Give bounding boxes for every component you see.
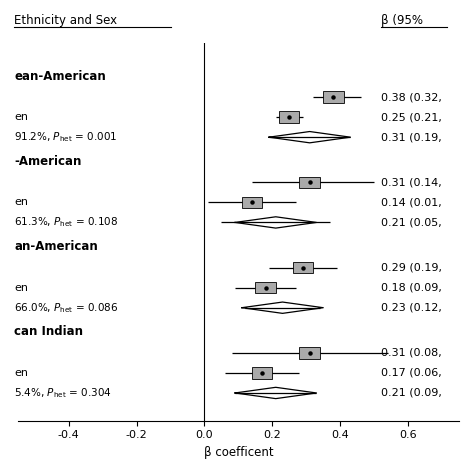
Text: 91.2%, $P_{\mathrm{het}}$ = 0.001: 91.2%, $P_{\mathrm{het}}$ = 0.001 [14, 130, 118, 144]
Text: 0.21 (0.05,: 0.21 (0.05, [381, 218, 442, 228]
Text: 0.31 (0.08,: 0.31 (0.08, [381, 348, 442, 358]
Text: en: en [14, 368, 28, 378]
Text: 0.18 (0.09,: 0.18 (0.09, [381, 283, 442, 292]
Text: 0.23 (0.12,: 0.23 (0.12, [381, 303, 442, 313]
Text: -American: -American [14, 155, 82, 168]
Text: 0.25 (0.21,: 0.25 (0.21, [381, 112, 442, 122]
Text: 0.38 (0.32,: 0.38 (0.32, [381, 92, 442, 102]
Bar [323, 91, 344, 103]
Text: 0.31 (0.14,: 0.31 (0.14, [381, 177, 442, 187]
Text: Ethnicity and Sex: Ethnicity and Sex [14, 15, 118, 27]
Text: 0.14 (0.01,: 0.14 (0.01, [381, 197, 442, 208]
Text: 0.17 (0.06,: 0.17 (0.06, [381, 368, 442, 378]
Bar [252, 367, 273, 379]
Text: can Indian: can Indian [14, 325, 83, 338]
Text: β (95%: β (95% [381, 15, 423, 27]
Text: en: en [14, 112, 28, 122]
Text: en: en [14, 283, 28, 292]
Text: 0.29 (0.19,: 0.29 (0.19, [381, 263, 442, 273]
Text: 61.3%, $P_{\mathrm{het}}$ = 0.108: 61.3%, $P_{\mathrm{het}}$ = 0.108 [14, 216, 118, 229]
Bar [300, 347, 320, 358]
Bar [255, 282, 276, 293]
Text: an-American: an-American [14, 240, 98, 253]
Bar [300, 177, 320, 188]
Bar [293, 262, 313, 273]
Text: 0.31 (0.19,: 0.31 (0.19, [381, 132, 442, 142]
Text: 5.4%, $P_{\mathrm{het}}$ = 0.304: 5.4%, $P_{\mathrm{het}}$ = 0.304 [14, 386, 112, 400]
Text: en: en [14, 197, 28, 208]
Bar [279, 111, 300, 123]
X-axis label: β coefficent: β coefficent [204, 446, 273, 459]
Text: 66.0%, $P_{\mathrm{het}}$ = 0.086: 66.0%, $P_{\mathrm{het}}$ = 0.086 [14, 301, 119, 315]
Text: 0.21 (0.09,: 0.21 (0.09, [381, 388, 442, 398]
Bar [242, 197, 262, 208]
Text: ean-American: ean-American [14, 70, 106, 82]
